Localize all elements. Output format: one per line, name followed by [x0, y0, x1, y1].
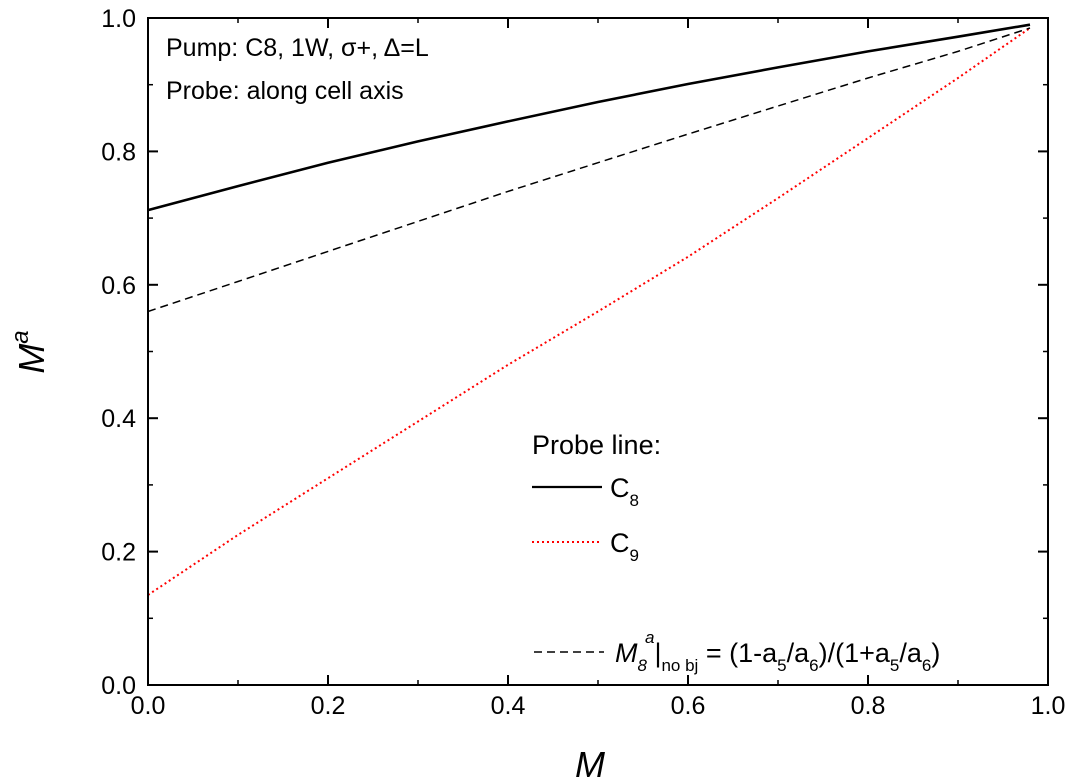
y-axis-title-superscript: a [7, 330, 34, 343]
x-tick-label: 1.0 [1031, 692, 1066, 720]
legend-label-c8-main: C [610, 473, 630, 503]
y-tick-label: 0.8 [101, 138, 136, 166]
y-tick-label: 0.4 [101, 405, 136, 433]
legend-sub-6b: 6 [922, 656, 931, 675]
legend-label-c8-sub: 8 [630, 491, 639, 510]
y-tick-label: 1.0 [101, 5, 136, 33]
legend-sub-6a: 6 [809, 656, 818, 675]
plot-frame [147, 17, 1049, 686]
series-c9-line [147, 27, 1031, 596]
annotation-pump: Pump: C8, 1W, σ+, Δ=L [166, 34, 429, 62]
x-tick-label: 0.6 [671, 692, 706, 720]
series-layer [147, 23, 1031, 596]
legend-slash-1: /a [787, 638, 811, 668]
legend-bar: | [654, 638, 661, 668]
x-tick-label: 0.2 [311, 692, 346, 720]
legend-title: Probe line: [532, 430, 661, 460]
x-tick-label: 0.0 [131, 692, 166, 720]
legend-sub-5a: 5 [777, 656, 786, 675]
tick-labels: 0.0 0.2 0.4 0.6 0.8 1.0 0.0 0.2 0.4 0.6 0.8 1.0 [101, 5, 1065, 720]
y-tick-label: 0.2 [101, 539, 136, 567]
legend-label-c8: C8 [610, 473, 639, 510]
legend-m: M [615, 638, 638, 668]
legend-label-c9-main: C [610, 528, 630, 558]
annotation-probe: Probe: along cell axis [166, 77, 404, 105]
axis-ticks [147, 17, 1049, 686]
legend-eq: = (1-a [698, 638, 778, 668]
x-tick-label: 0.8 [851, 692, 886, 720]
y-tick-label: 0.0 [101, 672, 136, 700]
x-tick-label: 0.4 [491, 692, 526, 720]
legend-close: ) [931, 638, 940, 668]
y-axis-title: Ma [7, 330, 52, 373]
legend-label-c9: C9 [610, 528, 639, 565]
legend-sub-8: 8 [638, 656, 648, 675]
legend: Probe line: C8 C9 M8a|no bj = (1-a5/a6)/… [532, 430, 940, 675]
legend-sub-no-bj: no bj [661, 656, 698, 675]
series-c8-line [147, 23, 1031, 212]
y-tick-label: 0.6 [101, 272, 136, 300]
legend-label-m8a: M8a|no bj = (1-a5/a6)/(1+a5/a6) [615, 628, 940, 675]
legend-label-c9-sub: 9 [630, 546, 639, 565]
x-axis-title: M [575, 744, 605, 781]
legend-sup-a: a [645, 628, 654, 647]
legend-slash-2: /a [899, 638, 923, 668]
series-m8a-line [147, 27, 1031, 313]
legend-mid: )/(1+a [819, 638, 891, 668]
legend-sub-5b: 5 [890, 656, 899, 675]
y-axis-title-main: M [11, 344, 52, 374]
